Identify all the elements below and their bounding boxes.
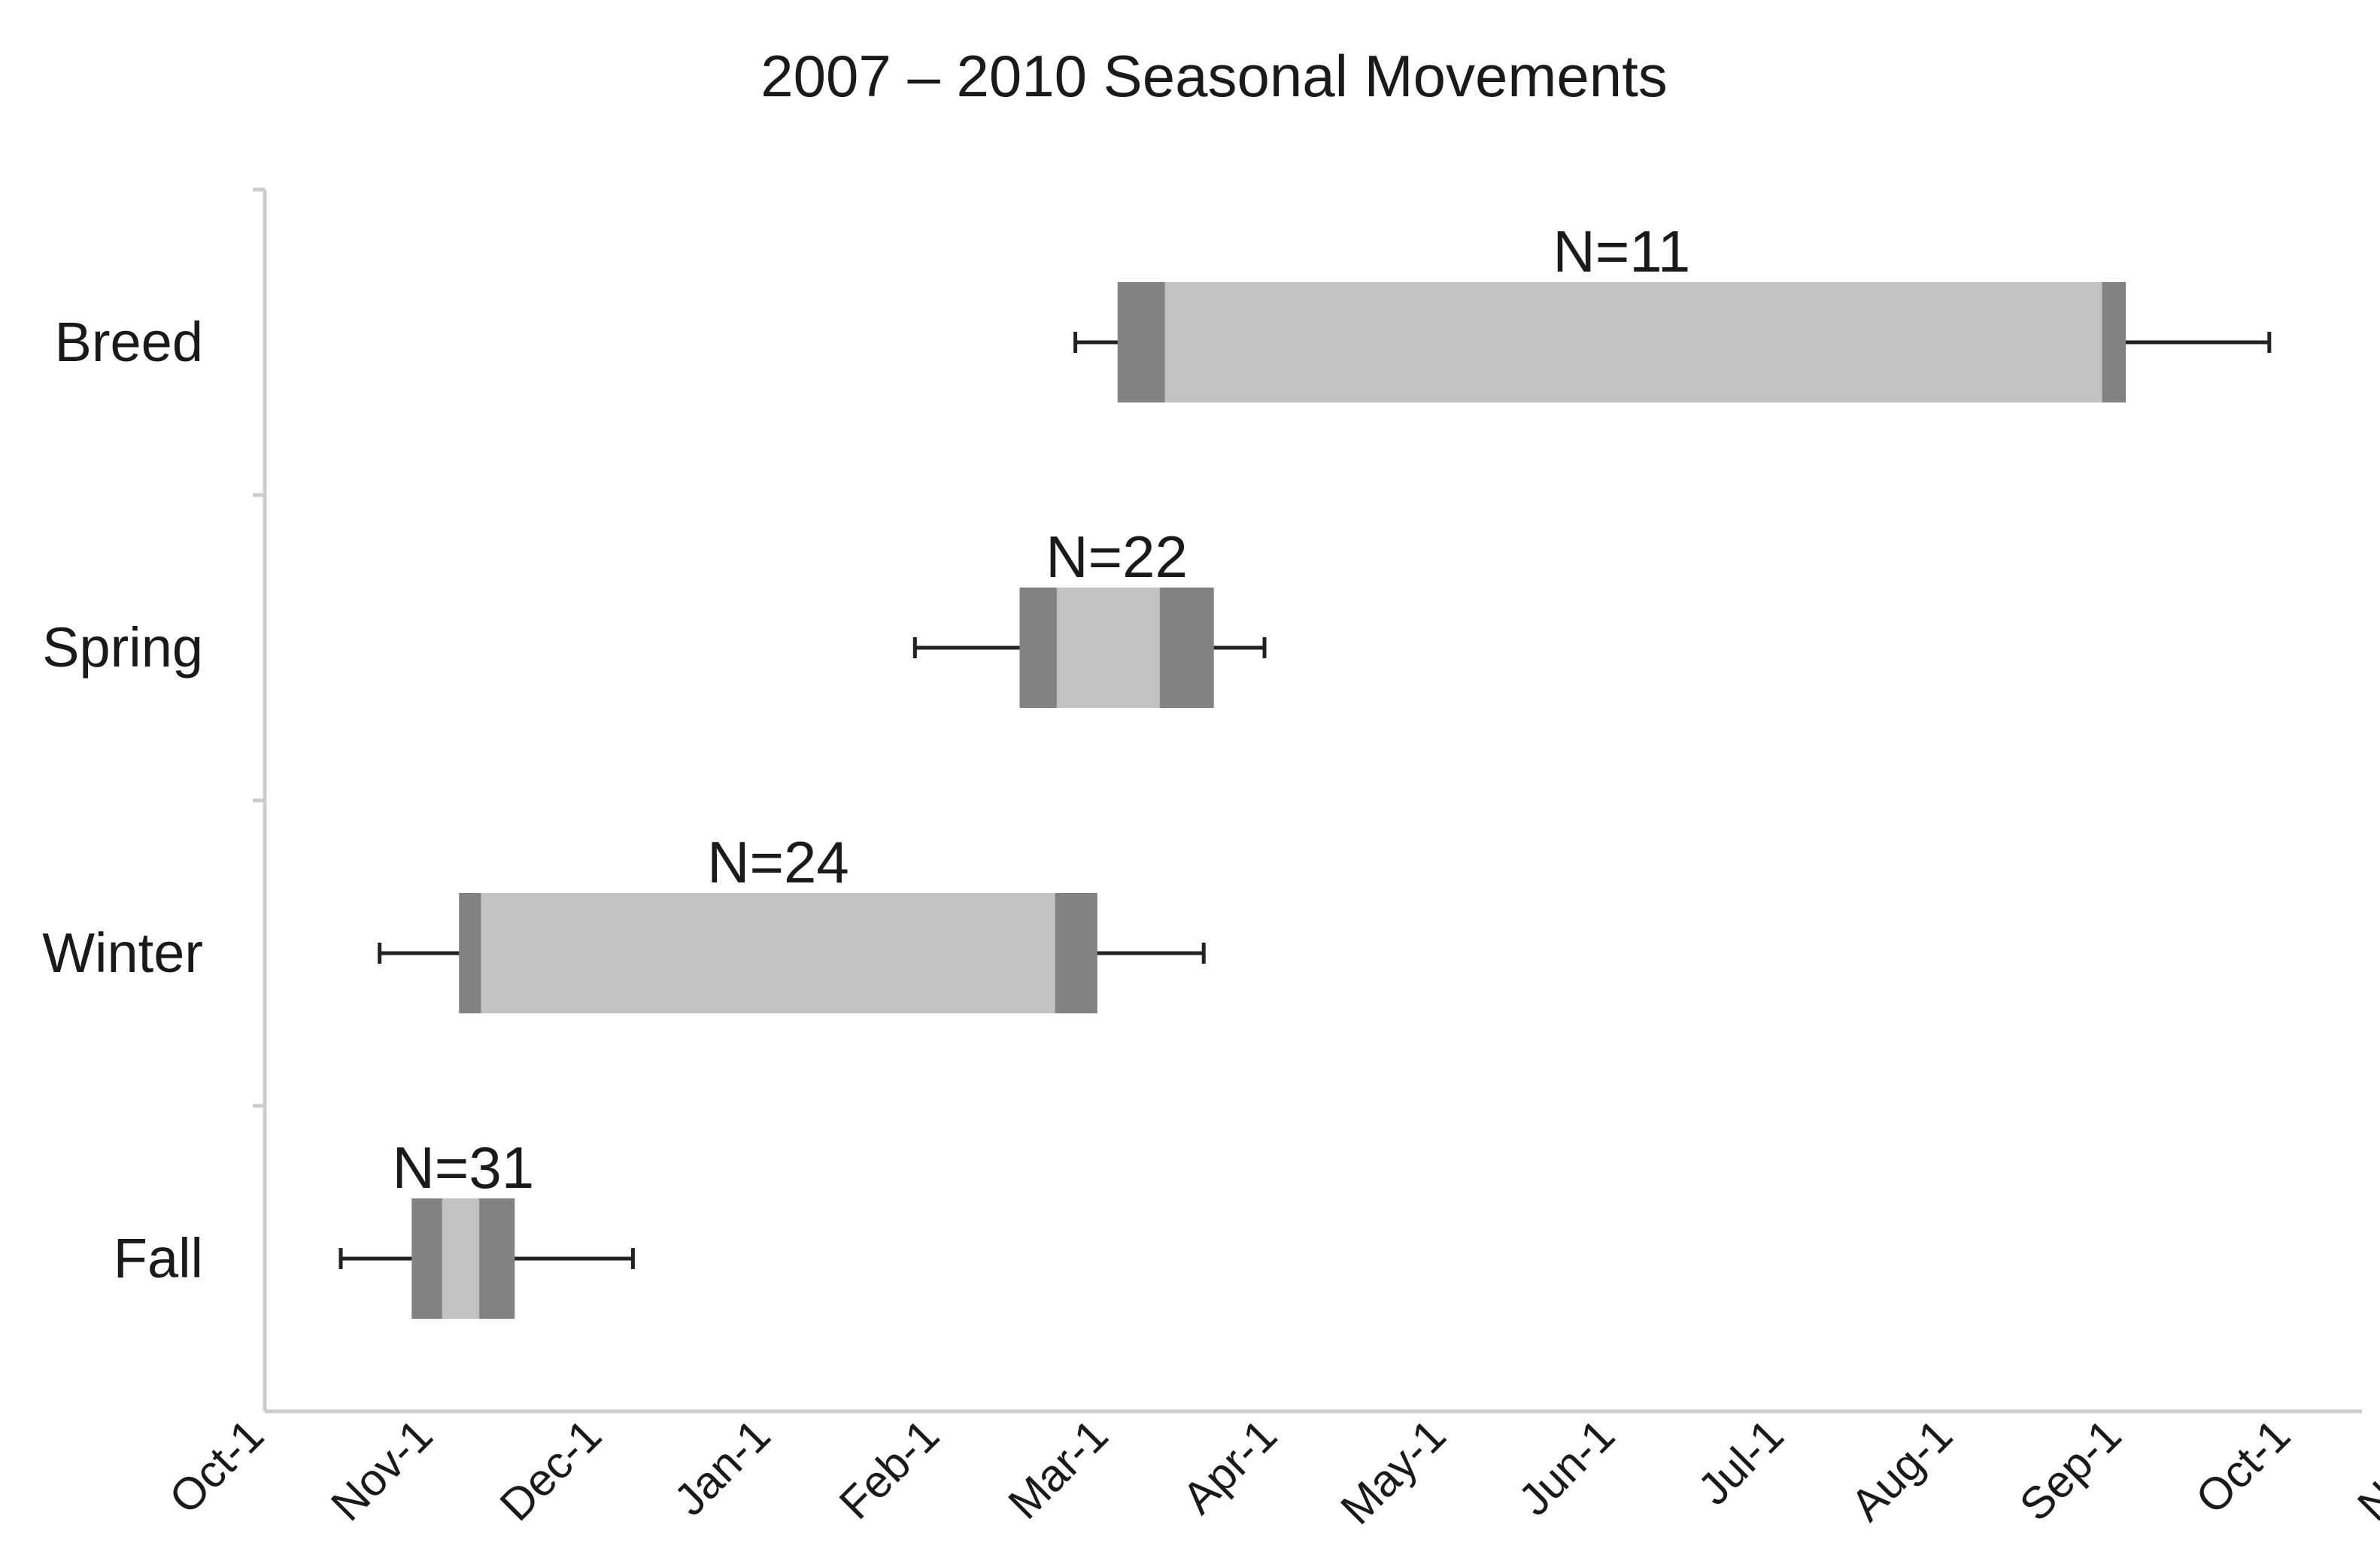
- y-tick-label: Spring: [42, 616, 203, 679]
- x-tick-label: Jun-1: [1509, 1410, 1625, 1526]
- chart-title: 2007 – 2010 Seasonal Movements: [760, 43, 1668, 109]
- chart-marks: [338, 282, 2272, 1319]
- box-inner: [442, 1198, 480, 1319]
- x-tick-label: Apr-1: [1173, 1410, 1286, 1523]
- x-tick-label: Feb-1: [830, 1410, 949, 1529]
- box-n-label: N=31: [392, 1134, 534, 1201]
- box-inner: [1164, 282, 2102, 402]
- x-tick-label: Nov-1: [321, 1410, 442, 1531]
- axes: [253, 187, 2362, 1414]
- box-n-label: N=24: [707, 829, 849, 895]
- y-tick-label: Fall: [114, 1227, 203, 1289]
- x-tick-label: Oct-1: [2186, 1410, 2300, 1523]
- x-tick-label: May-1: [1331, 1410, 1455, 1534]
- chart-labels: Breed Spring Winter Fall Oct-1 Nov-1 Dec-1 Jan-…: [42, 218, 2380, 1534]
- box-n-label: N=11: [1553, 218, 1690, 284]
- x-tick-label: Sep-1: [2010, 1410, 2131, 1531]
- box-inner: [481, 893, 1055, 1013]
- x-tick-label: Oct-1: [159, 1410, 273, 1523]
- x-tick-label: Nov-1: [2348, 1410, 2380, 1531]
- x-tick-label: Aug-1: [1841, 1410, 1963, 1531]
- y-tick-label: Breed: [55, 311, 203, 373]
- x-tick-label: Jul-1: [1688, 1410, 1793, 1514]
- x-tick-label: Mar-1: [999, 1410, 1118, 1529]
- x-tick-label: Jan-1: [664, 1410, 780, 1526]
- box-inner: [1056, 588, 1160, 708]
- y-tick-label: Winter: [42, 922, 203, 984]
- x-tick-label: Dec-1: [490, 1410, 612, 1531]
- box-n-label: N=22: [1046, 524, 1188, 590]
